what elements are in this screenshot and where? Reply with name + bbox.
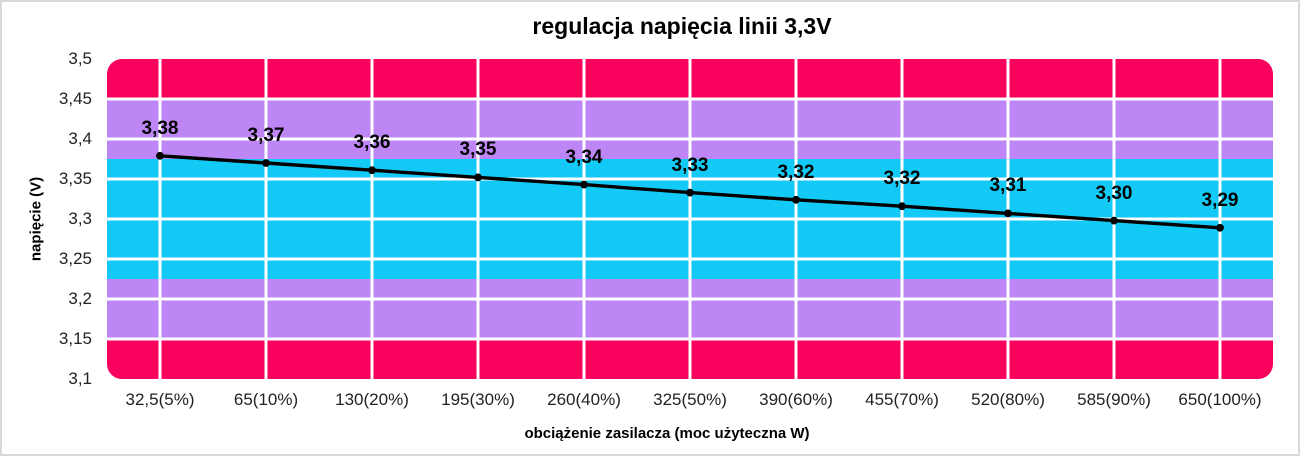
data-point-marker	[580, 180, 588, 189]
data-point-label: 3,34	[565, 146, 603, 168]
x-tick-label: 520(80%)	[971, 390, 1045, 409]
x-tick-label: 650(100%)	[1178, 390, 1262, 409]
data-point-label: 3,32	[777, 161, 815, 183]
data-point-marker	[686, 188, 694, 197]
data-point-marker	[1004, 209, 1012, 218]
data-point-marker	[1110, 216, 1118, 225]
x-tick-label: 455(70%)	[865, 390, 939, 409]
x-tick-label: 195(30%)	[441, 390, 515, 409]
x-tick-label: 32,5(5%)	[125, 390, 195, 409]
data-point-marker	[262, 159, 270, 167]
y-tick-label: 3,4	[68, 129, 92, 148]
y-tick-label: 3,1	[68, 369, 92, 388]
data-point-marker	[898, 202, 906, 211]
y-tick-label: 3,25	[58, 249, 92, 268]
y-tick-label: 3,3	[68, 209, 92, 228]
x-axis-title: obciążenie zasilacza (moc użyteczna W)	[524, 425, 810, 442]
data-point-marker	[156, 151, 164, 160]
data-point-label: 3,38	[141, 117, 179, 139]
y-tick-label: 3,35	[58, 169, 92, 188]
x-tick-label: 585(90%)	[1077, 390, 1151, 409]
x-tick-label: 390(60%)	[759, 390, 833, 409]
y-tick-label: 3,45	[58, 89, 92, 108]
data-point-marker	[1216, 223, 1224, 232]
y-tick-label: 3,2	[68, 289, 92, 308]
data-point-marker	[474, 173, 482, 182]
y-tick-label: 3,5	[68, 49, 92, 68]
x-tick-label: 130(20%)	[335, 390, 409, 409]
plot-background	[107, 59, 1273, 379]
x-tick-label: 260(40%)	[547, 390, 621, 409]
data-point-label: 3,36	[353, 132, 391, 154]
chart-title: regulacja napięcia linii 3,3V	[532, 13, 832, 39]
x-tick-label: 65(10%)	[233, 390, 299, 409]
data-point-marker	[792, 195, 800, 204]
data-point-label: 3,30	[1095, 182, 1133, 204]
data-point-label: 3,35	[459, 139, 497, 161]
data-point-label: 3,33	[671, 154, 709, 176]
x-tick-label: 325(50%)	[653, 390, 727, 409]
y-tick-label: 3,15	[58, 329, 92, 348]
data-point-label: 3,31	[989, 175, 1027, 197]
data-point-label: 3,29	[1201, 189, 1239, 211]
data-point-label: 3,32	[883, 168, 921, 190]
data-point-label: 3,37	[247, 125, 285, 146]
data-point-marker	[368, 166, 376, 175]
